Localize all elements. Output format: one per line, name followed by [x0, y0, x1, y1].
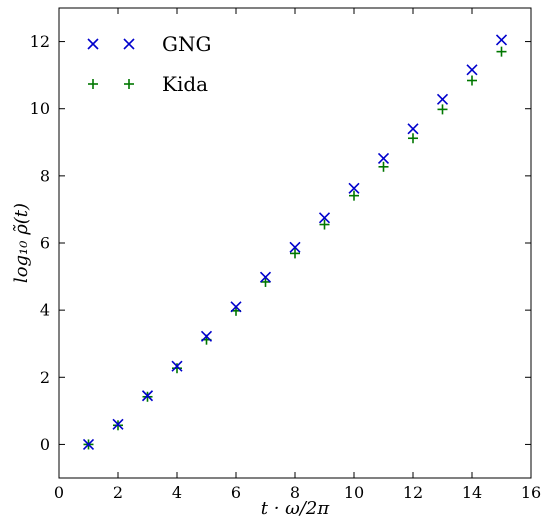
- legend-label-kida: Kida: [162, 72, 208, 96]
- data-point-kida: [349, 190, 359, 201]
- legend-item-gng: GNG: [87, 32, 211, 56]
- data-point-kida: [467, 75, 477, 86]
- x-axis-label: t · ω/2π: [261, 498, 331, 519]
- y-tick-label: 4: [40, 301, 50, 320]
- y-axis-label: log₁₀ ρ̃(t): [11, 203, 32, 283]
- data-point-gng: [377, 152, 390, 164]
- data-point-kida: [319, 219, 330, 230]
- legend-item-kida: Kida: [88, 72, 208, 96]
- data-point-kida: [408, 133, 418, 144]
- y-tick-label: 12: [30, 32, 50, 51]
- data-point-gng: [495, 34, 508, 46]
- data-point-gng: [259, 271, 272, 283]
- data-point-kida: [496, 46, 507, 57]
- data-point-gng: [171, 360, 183, 372]
- x-tick-label: 4: [172, 483, 182, 502]
- x-tick-label: 0: [54, 483, 64, 502]
- data-point-gng: [407, 123, 419, 135]
- data-point-gng: [230, 301, 242, 313]
- data-point-kida: [378, 161, 389, 172]
- data-point-gng: [289, 241, 301, 253]
- legend-marker-kida-1: [88, 79, 98, 89]
- data-point-kida: [260, 276, 271, 287]
- y-tick-label: 2: [40, 368, 50, 387]
- y-tick-label: 0: [40, 435, 50, 454]
- data-point-gng: [318, 212, 331, 224]
- data-point-gng: [112, 418, 124, 430]
- plot-frame: [58, 7, 532, 479]
- axis-ticks: 0 2 4 6 8 10 12 14 16 0 2 4 6 8 10 12: [30, 8, 541, 502]
- data-point-gng: [466, 64, 478, 76]
- legend: GNG Kida: [87, 32, 211, 96]
- data-point-gng: [200, 330, 213, 342]
- legend-marker-gng-1: [87, 38, 99, 50]
- data-point-gng: [82, 438, 95, 450]
- legend-marker-kida-2: [124, 79, 134, 89]
- x-tick-label: 2: [113, 483, 123, 502]
- legend-label-gng: GNG: [162, 32, 211, 56]
- data-point-kida: [172, 363, 182, 374]
- x-tick-label: 16: [521, 483, 541, 502]
- data-point-gng: [141, 390, 154, 402]
- legend-marker-kida: [88, 79, 98, 89]
- data-point-gng: [436, 93, 449, 105]
- legend-marker-gng-2: [123, 38, 135, 50]
- legend-marker-kida: [124, 79, 134, 89]
- x-tick-label: 12: [403, 483, 423, 502]
- legend-marker-gng: [87, 38, 99, 50]
- y-tick-label: 6: [40, 234, 50, 253]
- y-tick-label: 8: [40, 166, 50, 185]
- x-tick-label: 8: [290, 483, 300, 502]
- y-tick-label: 10: [30, 99, 50, 118]
- data-point-kida: [290, 248, 300, 259]
- data-point-gng: [348, 182, 360, 194]
- x-tick-label: 6: [231, 483, 241, 502]
- data-points: [82, 34, 508, 450]
- legend-marker-gng: [123, 38, 135, 50]
- x-tick-label: 10: [344, 483, 364, 502]
- data-point-kida: [437, 104, 448, 115]
- x-tick-label: 14: [462, 483, 482, 502]
